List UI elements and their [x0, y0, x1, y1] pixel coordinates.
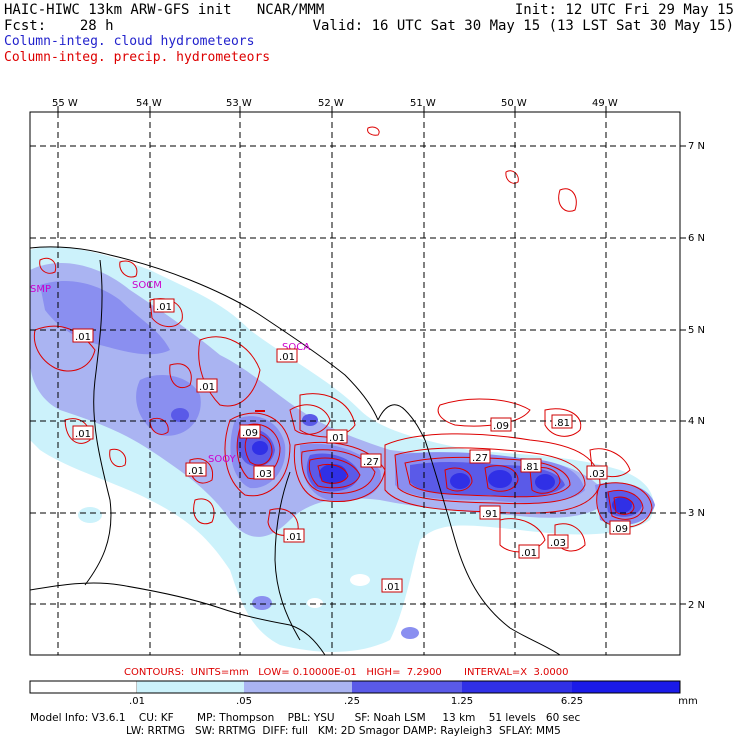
station-label: SOOY [208, 454, 237, 465]
colorbar-tick: 1.25 [451, 696, 473, 707]
colorbar-tick: 6.25 [561, 696, 583, 707]
graticule [30, 112, 680, 655]
station-label: SOCA [282, 342, 310, 353]
contour-label: .03 [256, 469, 272, 480]
contour-label: .01 [188, 466, 204, 477]
lat-label: 5 N [688, 325, 705, 336]
colorbar-tick: .25 [344, 696, 360, 707]
contour-label: .81 [554, 418, 570, 429]
contour-label: .01 [199, 382, 215, 393]
contour-label: .03 [550, 538, 566, 549]
contour-label: .09 [242, 428, 258, 439]
lon-label: 54 W [136, 98, 162, 109]
contour-label: .91 [482, 509, 498, 520]
station-label: SOCM [132, 280, 162, 291]
contour-label: .81 [523, 462, 539, 473]
colorbar-tick: .05 [236, 696, 252, 707]
lat-label: 3 N [688, 508, 705, 519]
lat-label: 4 N [688, 416, 705, 427]
valid-time: Valid: 16 UTC Sat 30 May 15 (13 LST Sat … [312, 18, 734, 34]
contour-label: .01 [286, 532, 302, 543]
contour-label: .01 [329, 433, 345, 444]
contour-label: .01 [279, 352, 295, 363]
model-info-line2: LW: RRTMG SW: RRTMG DIFF: full KM: 2D Sm… [126, 725, 561, 737]
cloud-hydrometeor-shading [30, 246, 655, 652]
colorbar: .01 .05 .25 1.25 6.25 mm [29, 680, 698, 707]
legend-cloud-hydrometeors: Column-integ. cloud hydrometeors [4, 34, 255, 49]
forecast-hour: Fcst: 28 h [4, 18, 114, 34]
contour-info: CONTOURS: UNITS=mm LOW= 0.10000E-01 HIGH… [124, 667, 569, 678]
contour-label: .01 [156, 302, 172, 313]
contour-label: .01 [384, 582, 400, 593]
longitude-labels: 55 W 54 W 53 W 52 W 51 W 50 W 49 W [52, 98, 618, 109]
lat-label: 2 N [688, 600, 705, 611]
contour-label: .27 [472, 453, 488, 464]
init-time: Init: 12 UTC Fri 29 May 15 [514, 2, 734, 18]
contour-label: .01 [75, 429, 91, 440]
lat-label: 6 N [688, 233, 705, 244]
lat-label: 7 N [688, 141, 705, 152]
contour-label: .01 [75, 332, 91, 343]
contour-value-labels: .01 .01 .01 .01 .01 .09 .03 .01 .01 .01 … [72, 298, 631, 593]
contour-label: .09 [493, 421, 509, 432]
lat-ticks [680, 145, 686, 605]
contour-label: .03 [589, 469, 605, 480]
contour-label: .01 [521, 548, 537, 559]
lon-label: 55 W [52, 98, 78, 109]
legend-precip-hydrometeors: Column-integ. precip. hydrometeors [4, 50, 271, 65]
lon-label: 49 W [592, 98, 618, 109]
lon-label: 50 W [501, 98, 527, 109]
lon-label: 53 W [226, 98, 252, 109]
model-info-line1: Model Info: V3.6.1 CU: KF MP: Thompson P… [30, 712, 581, 724]
contour-label: .09 [612, 524, 628, 535]
coastline-borders [30, 246, 561, 655]
lon-label: 51 W [410, 98, 436, 109]
lon-label: 52 W [318, 98, 344, 109]
lon-ticks [57, 106, 607, 112]
colorbar-tick: .01 [129, 696, 145, 707]
station-label: SMP [30, 284, 51, 295]
station-labels: SMP SOCM SOCA SOOY [30, 280, 310, 465]
latitude-labels: 7 N 6 N 5 N 4 N 3 N 2 N [688, 141, 705, 611]
colorbar-units: mm [678, 696, 697, 707]
contour-label: .27 [363, 457, 379, 468]
model-title: HAIC-HIWC 13km ARW-GFS init NCAR/MMM [4, 2, 325, 18]
map-frame [29, 111, 681, 656]
